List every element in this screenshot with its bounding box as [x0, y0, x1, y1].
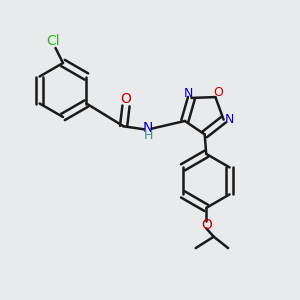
- Text: O: O: [214, 86, 223, 99]
- Text: N: N: [224, 113, 234, 126]
- Text: Cl: Cl: [46, 34, 60, 48]
- Text: O: O: [201, 218, 212, 232]
- Text: O: O: [121, 92, 131, 106]
- Text: N: N: [184, 87, 193, 100]
- Text: N: N: [143, 121, 153, 134]
- Text: H: H: [143, 129, 153, 142]
